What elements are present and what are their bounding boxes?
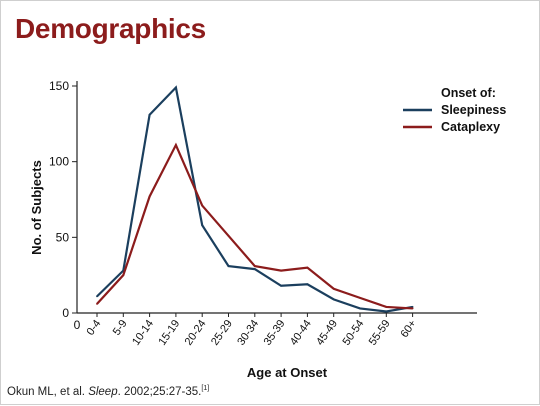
x-origin-label: 0 (74, 318, 81, 332)
data-point-sleepiness (280, 284, 282, 287)
data-point-cataplexy (411, 307, 414, 310)
legend-label: Sleepiness (441, 103, 506, 117)
data-point-cataplexy (253, 265, 256, 267)
x-tick-label: 0-4 (85, 318, 104, 338)
data-point-sleepiness (148, 113, 151, 116)
data-point-cataplexy (385, 306, 388, 308)
data-point-cataplexy (201, 204, 204, 207)
x-tick-label: 25-29 (209, 318, 235, 348)
data-point-sleepiness (227, 265, 230, 267)
data-point-sleepiness (332, 298, 335, 301)
data-point-sleepiness (96, 295, 98, 298)
data-point-cataplexy (227, 234, 230, 237)
x-tick-label: 20-24 (183, 318, 209, 348)
series-line-sleepiness (96, 85, 413, 313)
citation-ref: [1] (201, 385, 210, 392)
data-point-sleepiness (306, 283, 309, 286)
data-point-sleepiness (359, 307, 361, 310)
x-tick-label: 10-14 (130, 318, 156, 348)
data-point-cataplexy (306, 266, 309, 269)
x-tick-label: 50-54 (340, 318, 366, 348)
x-tick-label: 60+ (399, 318, 420, 340)
data-point-cataplexy (175, 144, 177, 146)
data-point-sleepiness (175, 86, 177, 89)
data-point-sleepiness (201, 224, 204, 227)
x-tick-label: 35-39 (262, 318, 288, 348)
data-point-cataplexy (332, 287, 335, 290)
chart-axes: 50 100 150 00 0-4 5-9 10-14 15-19 20-24 25-29 30-3… (29, 79, 477, 380)
chart-legend: Onset of: Sleepiness Cataplexy (403, 86, 506, 134)
data-point-cataplexy (359, 296, 361, 299)
citation-suffix: . 2002;25:27-35. (117, 385, 202, 398)
data-point-cataplexy (96, 303, 98, 305)
data-point-cataplexy (280, 269, 282, 272)
y-tick-label: 100 (49, 155, 69, 169)
x-tick-label: 45-49 (314, 318, 340, 348)
data-point-sleepiness (385, 310, 388, 313)
series-line-cataplexy (96, 142, 413, 310)
citation-journal: Sleep (88, 385, 118, 398)
x-tick-label: 15-19 (156, 318, 182, 348)
x-tick-label: 55-59 (367, 318, 393, 348)
legend-label: Cataplexy (441, 120, 500, 134)
data-point-cataplexy (122, 274, 125, 277)
x-tick-label: 30-34 (235, 318, 261, 348)
y-tick-label: 150 (49, 79, 69, 93)
citation-prefix: Okun ML, et al. (7, 385, 89, 398)
x-axis-label: Age at Onset (247, 365, 328, 380)
data-point-cataplexy (148, 195, 151, 198)
y-tick-label: 0 (62, 306, 69, 320)
x-tick-label: 40-44 (288, 318, 314, 348)
y-tick-label: 50 (56, 230, 70, 244)
page-title: Demographics (15, 13, 206, 44)
legend-title: Onset of: (441, 86, 496, 100)
citation: Okun ML, et al. Sleep. 2002;25:27-35.[1] (7, 385, 209, 398)
data-point-sleepiness (253, 268, 256, 271)
y-axis-label: No. of Subjects (29, 160, 44, 255)
chart-series (96, 85, 414, 313)
x-tick-label: 5-9 (111, 318, 130, 338)
